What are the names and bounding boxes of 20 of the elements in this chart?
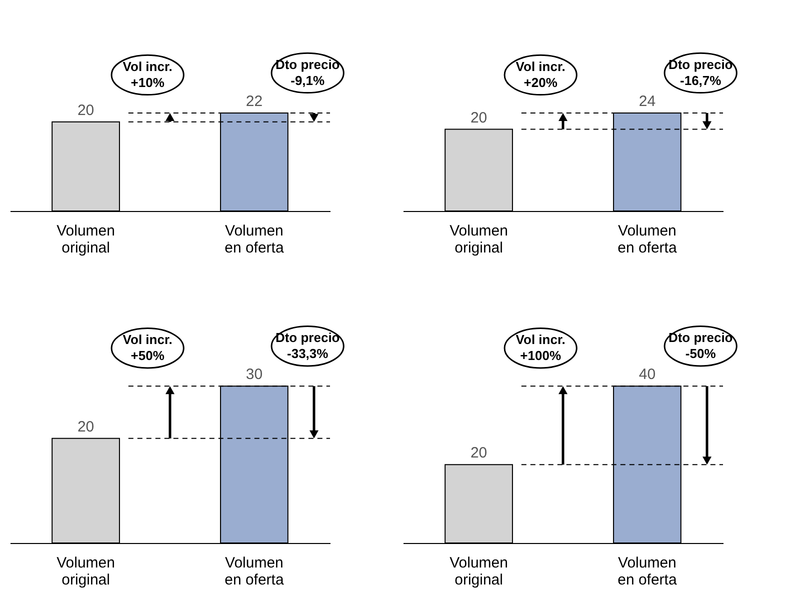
x-tick-label: Volumen en oferta (618, 222, 678, 256)
x-tick-label: Volumen en oferta (224, 554, 284, 588)
text: Vol incr. +50% (122, 332, 172, 364)
x-tick-label: Volumen original (56, 222, 115, 256)
x-tick-label: Volumen original (450, 222, 508, 256)
x-tick-label: Volumen en oferta (618, 554, 678, 588)
data-label: 24 (638, 92, 656, 110)
data-label: 20 (77, 418, 94, 436)
data-label: 40 (638, 366, 656, 384)
x-tick-label: Volumen original (56, 554, 115, 588)
x-tick-label: Volumen original (450, 554, 508, 588)
text: Vol incr. +100% (516, 332, 566, 364)
text: Vol incr. +10% (122, 58, 172, 90)
text: Vol incr. +20% (516, 58, 566, 90)
data-label: 30 (246, 366, 263, 384)
data-label: 20 (470, 444, 488, 462)
data-label: 20 (470, 109, 488, 126)
data-label: 20 (77, 102, 94, 119)
x-tick-label: Volumen en oferta (224, 222, 284, 256)
data-label: 22 (246, 92, 263, 110)
